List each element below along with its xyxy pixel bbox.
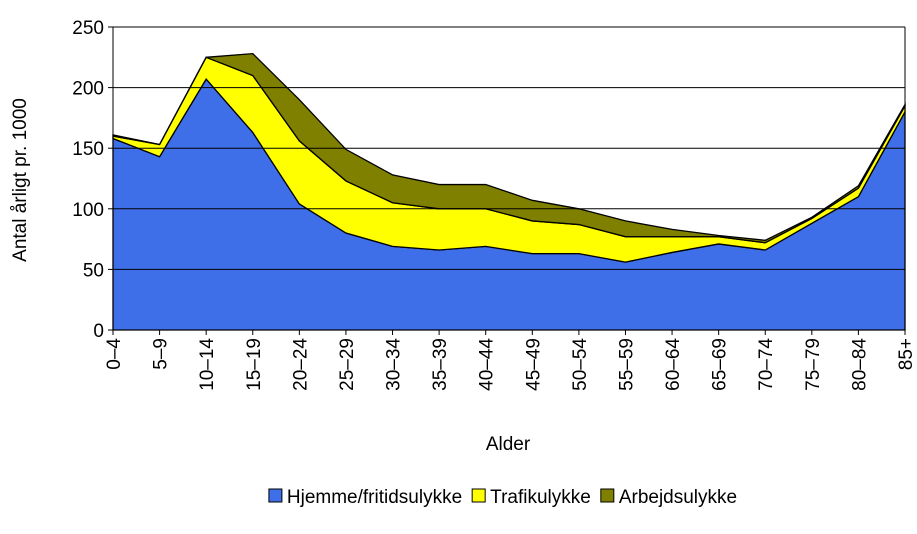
x-tick-label: 50–54: [570, 338, 591, 391]
x-tick-label: 70–74: [756, 338, 777, 391]
y-tick-label: 250: [72, 18, 104, 39]
x-tick-label: 60–64: [663, 338, 684, 391]
y-tick-label: 0: [93, 321, 104, 342]
x-tick-label: 40–44: [477, 338, 498, 391]
legend-label: Trafikulykke: [490, 487, 591, 508]
x-tick-label: 30–34: [384, 338, 405, 391]
y-tick-label: 150: [72, 139, 104, 160]
y-axis-title: Antal årligt pr. 1000: [10, 98, 31, 262]
y-tick-label: 100: [72, 200, 104, 221]
x-tick-label: 35–39: [430, 338, 451, 391]
x-tick-label: 55–59: [616, 338, 637, 391]
legend-item: Trafikulykke: [471, 487, 591, 508]
legend-swatch: [268, 488, 283, 503]
x-tick-label: 15–19: [244, 338, 265, 391]
x-tick-label: 75–79: [803, 338, 824, 391]
x-tick-label: 85+: [896, 338, 917, 370]
x-tick-label: 45–49: [523, 338, 544, 391]
legend-label: Arbejdsulykke: [619, 487, 737, 508]
x-tick-label: 65–69: [710, 338, 731, 391]
x-axis-title: Alder: [486, 434, 531, 455]
y-tick-label: 50: [83, 260, 104, 281]
legend-swatch: [471, 488, 486, 503]
x-tick-label: 0–4: [104, 338, 125, 370]
x-tick-label: 10–14: [197, 338, 218, 391]
legend-swatch: [600, 488, 615, 503]
x-tick-label: 80–84: [849, 338, 870, 391]
legend-label: Hjemme/fritidsulykke: [287, 487, 462, 508]
x-tick-label: 20–24: [290, 338, 311, 391]
y-tick-label: 200: [72, 79, 104, 100]
x-tick-label: 5–9: [151, 338, 172, 370]
legend-item: Hjemme/fritidsulykke: [268, 487, 462, 508]
legend-item: Arbejdsulykke: [600, 487, 737, 508]
x-tick-label: 25–29: [337, 338, 358, 391]
